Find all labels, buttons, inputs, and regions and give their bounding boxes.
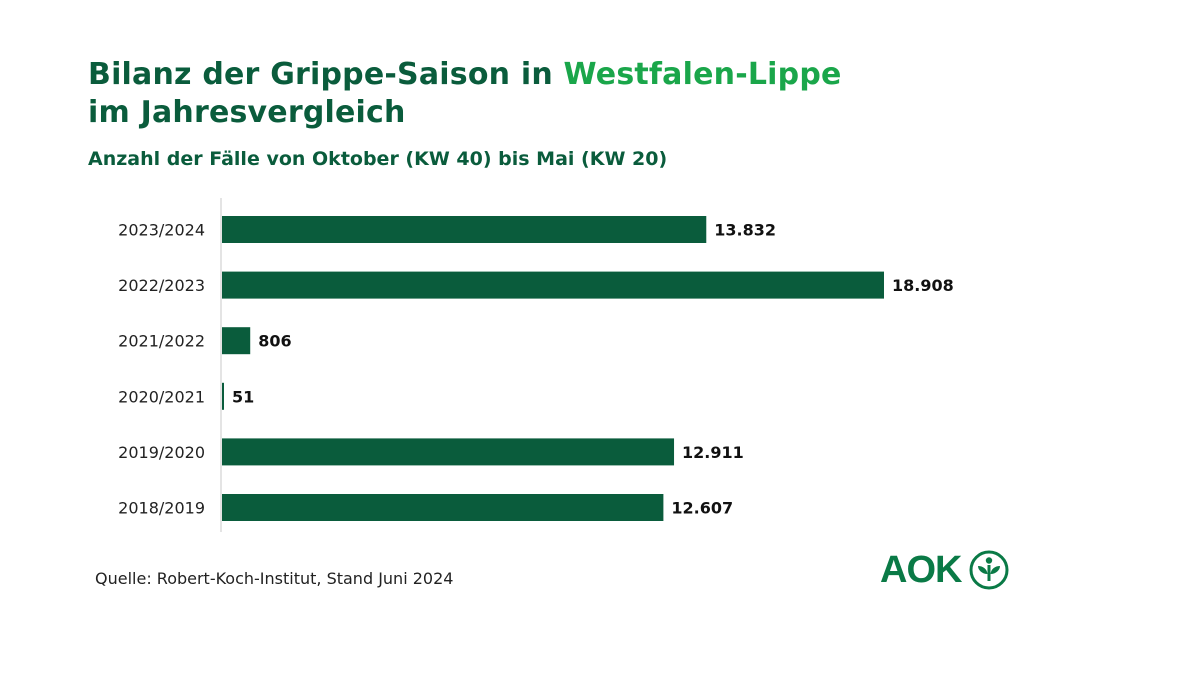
title-part1: Bilanz der Grippe-Saison in [88,57,564,92]
tree-icon [969,550,1009,590]
source-note: Quelle: Robert-Koch-Institut, Stand Juni… [95,569,454,588]
value-label: 51 [232,387,254,406]
category-label: 2019/2020 [118,443,205,462]
title-part2: im Jahresvergleich [88,95,406,130]
bar [222,327,251,355]
bar [222,438,675,466]
value-label: 12.607 [671,499,733,518]
value-label: 806 [258,332,291,351]
category-label: 2023/2024 [118,221,205,240]
chart-subtitle: Anzahl der Fälle von Oktober (KW 40) bis… [88,148,668,170]
bar [222,271,884,299]
bar [222,216,707,243]
category-label: 2018/2019 [118,499,205,518]
bar [222,494,664,521]
value-label: 18.908 [892,276,954,295]
category-label: 2021/2022 [118,332,205,351]
title-accent: Westfalen-Lippe [563,57,842,92]
aok-logo: AOK [880,548,1011,592]
value-label: 12.911 [682,443,744,462]
category-label: 2022/2023 [118,276,205,295]
chart-title: Bilanz der Grippe-Saison in Westfalen-Li… [88,56,842,132]
category-label: 2020/2021 [118,387,205,406]
logo-text: AOK [880,548,962,591]
bar [222,382,224,410]
value-label: 13.832 [714,221,776,240]
